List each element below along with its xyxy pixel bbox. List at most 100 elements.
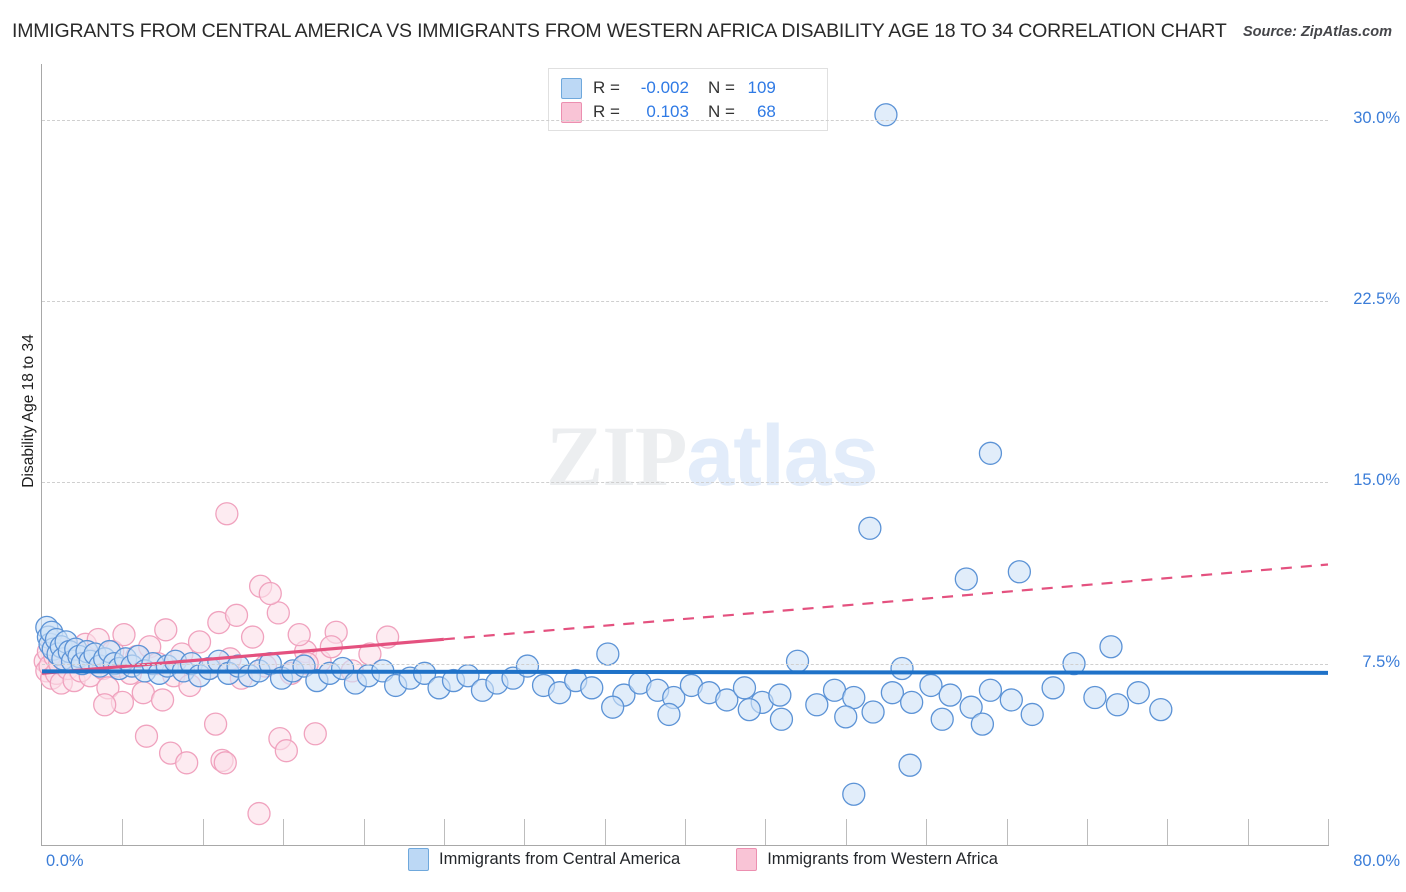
x-axis-tick — [1247, 819, 1249, 845]
legend-swatch-western-africa — [561, 101, 582, 123]
scatter-point — [1007, 560, 1032, 584]
scatter-point — [805, 693, 829, 717]
x-axis-line — [41, 845, 1329, 846]
n-label-pink: N = — [707, 102, 735, 121]
x-axis-tick — [1167, 819, 1169, 845]
y-axis-tick-label: 30.0% — [1353, 108, 1400, 127]
gridline — [42, 119, 1328, 121]
y-axis-tick-label: 7.5% — [1362, 652, 1400, 671]
scatter-point — [287, 622, 311, 647]
scatter-point — [1149, 697, 1173, 722]
correlation-row-blue: R = -0.002 N = 109 — [561, 76, 815, 100]
scatter-point — [580, 676, 604, 700]
y-axis-line — [41, 64, 42, 846]
scatter-point — [732, 676, 757, 700]
scatter-point — [959, 695, 983, 719]
scatter-point — [999, 688, 1023, 712]
scatter-point — [768, 683, 792, 707]
scatter-point — [247, 801, 271, 826]
scatter-point — [978, 678, 1003, 702]
scatter-point — [1083, 685, 1107, 710]
scatter-point — [1105, 693, 1130, 717]
scatter-point — [898, 753, 922, 777]
scatter-point — [874, 103, 898, 127]
series-swatch-western-africa — [736, 848, 758, 871]
scatter-point — [547, 681, 572, 705]
gridline — [42, 300, 1328, 302]
trend-line — [443, 563, 1329, 641]
page-title: IMMIGRANTS FROM CENTRAL AMERICA VS IMMIG… — [12, 20, 1227, 42]
scatter-point — [240, 625, 265, 649]
x-axis-tick — [604, 819, 606, 845]
x-axis-tick — [202, 819, 204, 845]
r-label-blue: R = — [593, 78, 620, 97]
y-axis-tick-label: 15.0% — [1353, 471, 1400, 490]
x-axis-tick — [685, 819, 686, 845]
scatter-point — [978, 441, 1003, 465]
series-legend-item-western-africa[interactable]: Immigrants from Western Africa — [736, 848, 998, 871]
scatter-point — [785, 649, 810, 673]
source-attribution: Source: ZipAtlas.com — [1242, 24, 1392, 40]
gridline — [42, 482, 1328, 484]
scatter-point — [900, 690, 924, 714]
y-axis-tick-label: 22.5% — [1353, 289, 1400, 308]
scatter-point — [1099, 635, 1123, 659]
n-value-pink: 68 — [756, 102, 776, 121]
x-axis-tick — [443, 819, 445, 845]
scatter-point — [303, 722, 327, 746]
x-axis-tick — [1086, 819, 1088, 845]
scatter-point — [954, 567, 978, 591]
x-axis-tick — [845, 819, 847, 845]
series-label-western-africa: Immigrants from Western Africa — [767, 850, 998, 868]
scatter-point — [890, 656, 914, 681]
r-value-pink: 0.103 — [646, 102, 689, 121]
legend-swatch-central-america — [561, 77, 582, 99]
scatter-point — [215, 502, 239, 526]
scatter-point — [970, 712, 995, 736]
scatter-point — [715, 688, 739, 712]
scatter-point — [1126, 681, 1150, 705]
scatter-point — [769, 707, 794, 731]
x-axis-tick — [363, 819, 365, 845]
scatter-point — [880, 681, 905, 705]
trend-line — [41, 637, 445, 675]
series-legend-item-central-america[interactable]: Immigrants from Central America — [408, 848, 680, 871]
x-axis-min-label: 0.0% — [46, 852, 84, 870]
scatter-point — [919, 673, 943, 698]
scatter-point — [112, 622, 136, 647]
scatter-point — [213, 751, 237, 775]
scatter-point — [657, 702, 681, 727]
r-label-pink: R = — [593, 102, 620, 121]
x-axis-tick — [122, 819, 124, 845]
x-axis-tick — [1328, 819, 1329, 845]
scatter-point — [601, 695, 625, 719]
scatter-point — [1041, 676, 1065, 700]
scatter-point — [150, 688, 175, 712]
series-legend: Immigrants from Central America Immigran… — [0, 848, 1406, 871]
scatter-point — [858, 516, 882, 540]
x-axis-tick — [926, 819, 928, 845]
scatter-point — [274, 739, 298, 763]
scatter-point — [842, 782, 866, 806]
correlation-row-pink: R = 0.103 N = 68 — [561, 100, 815, 124]
scatter-point — [596, 642, 620, 666]
x-axis-tick — [283, 819, 285, 845]
scatter-point — [1020, 702, 1044, 727]
x-axis-tick — [765, 819, 767, 845]
scatter-point — [737, 697, 761, 722]
scatter-point — [203, 712, 228, 736]
gridline — [42, 663, 1328, 665]
scatter-point — [938, 683, 962, 707]
scatter-point — [258, 581, 282, 606]
series-swatch-central-america — [408, 848, 430, 871]
scatter-point — [134, 724, 159, 748]
correlation-legend: R = -0.002 N = 109 R = 0.103 N = 68 — [548, 68, 828, 131]
scatter-point — [154, 618, 178, 642]
x-axis-tick — [1006, 819, 1008, 845]
n-label-blue: N = — [707, 78, 735, 97]
trend-line — [41, 669, 1329, 675]
x-axis-max-label: 80.0% — [1353, 852, 1400, 870]
scatter-point — [834, 705, 858, 729]
scatter-point — [224, 603, 249, 627]
